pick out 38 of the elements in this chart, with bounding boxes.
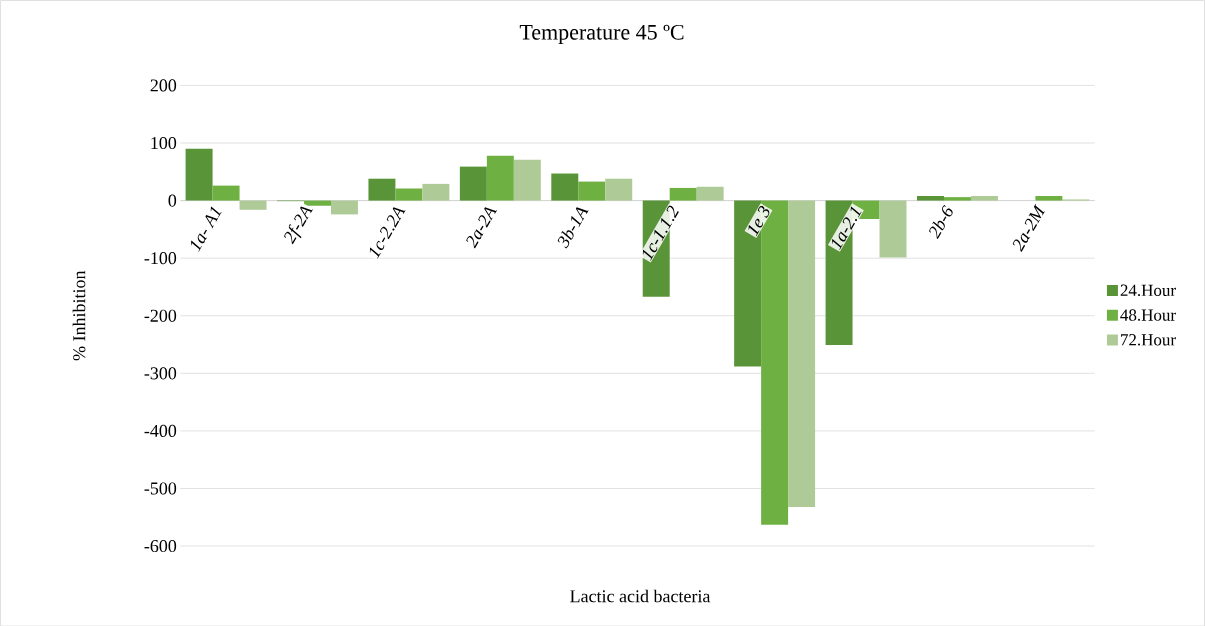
y-tick-label: 200 bbox=[150, 79, 177, 92]
y-tick-label: -400 bbox=[144, 424, 177, 437]
y-axis-title: % Inhibition bbox=[72, 270, 86, 361]
legend-label: 72.Hour bbox=[1121, 333, 1176, 346]
bar bbox=[304, 200, 331, 206]
bar bbox=[1035, 195, 1063, 201]
x-axis-title: Lactic acid bacteria bbox=[570, 589, 711, 603]
x-tick-label: 1e 3 bbox=[748, 205, 770, 236]
bar bbox=[970, 195, 998, 201]
bar bbox=[513, 159, 541, 201]
y-tick-label: -100 bbox=[144, 251, 177, 264]
y-tick-label: -500 bbox=[144, 482, 177, 495]
y-tick-label: 100 bbox=[151, 136, 177, 149]
bar bbox=[459, 166, 487, 201]
bar bbox=[239, 200, 267, 210]
y-tick-label: 0 bbox=[168, 194, 177, 207]
bar bbox=[486, 155, 514, 201]
bar bbox=[879, 200, 907, 258]
bar bbox=[368, 178, 396, 201]
y-tick-label: -600 bbox=[144, 539, 177, 552]
legend-label: 48.Hour bbox=[1120, 309, 1176, 321]
bar bbox=[917, 195, 944, 201]
chart-title: Temperature 45 ºC bbox=[519, 24, 684, 44]
x-tick-label: 1a- A1 bbox=[191, 206, 222, 252]
bar bbox=[395, 188, 423, 201]
y-tick-label: -300 bbox=[144, 367, 177, 380]
bar bbox=[185, 148, 213, 201]
legend-label: 24.Hour bbox=[1120, 284, 1176, 296]
bar bbox=[422, 183, 450, 201]
y-tick-label: -200 bbox=[144, 309, 177, 322]
bar bbox=[330, 200, 358, 215]
bar bbox=[578, 181, 606, 201]
bar bbox=[605, 178, 633, 201]
bar bbox=[788, 200, 816, 507]
bar bbox=[669, 187, 697, 201]
bar bbox=[696, 186, 724, 201]
bar bbox=[943, 196, 971, 201]
bar bbox=[212, 185, 240, 201]
